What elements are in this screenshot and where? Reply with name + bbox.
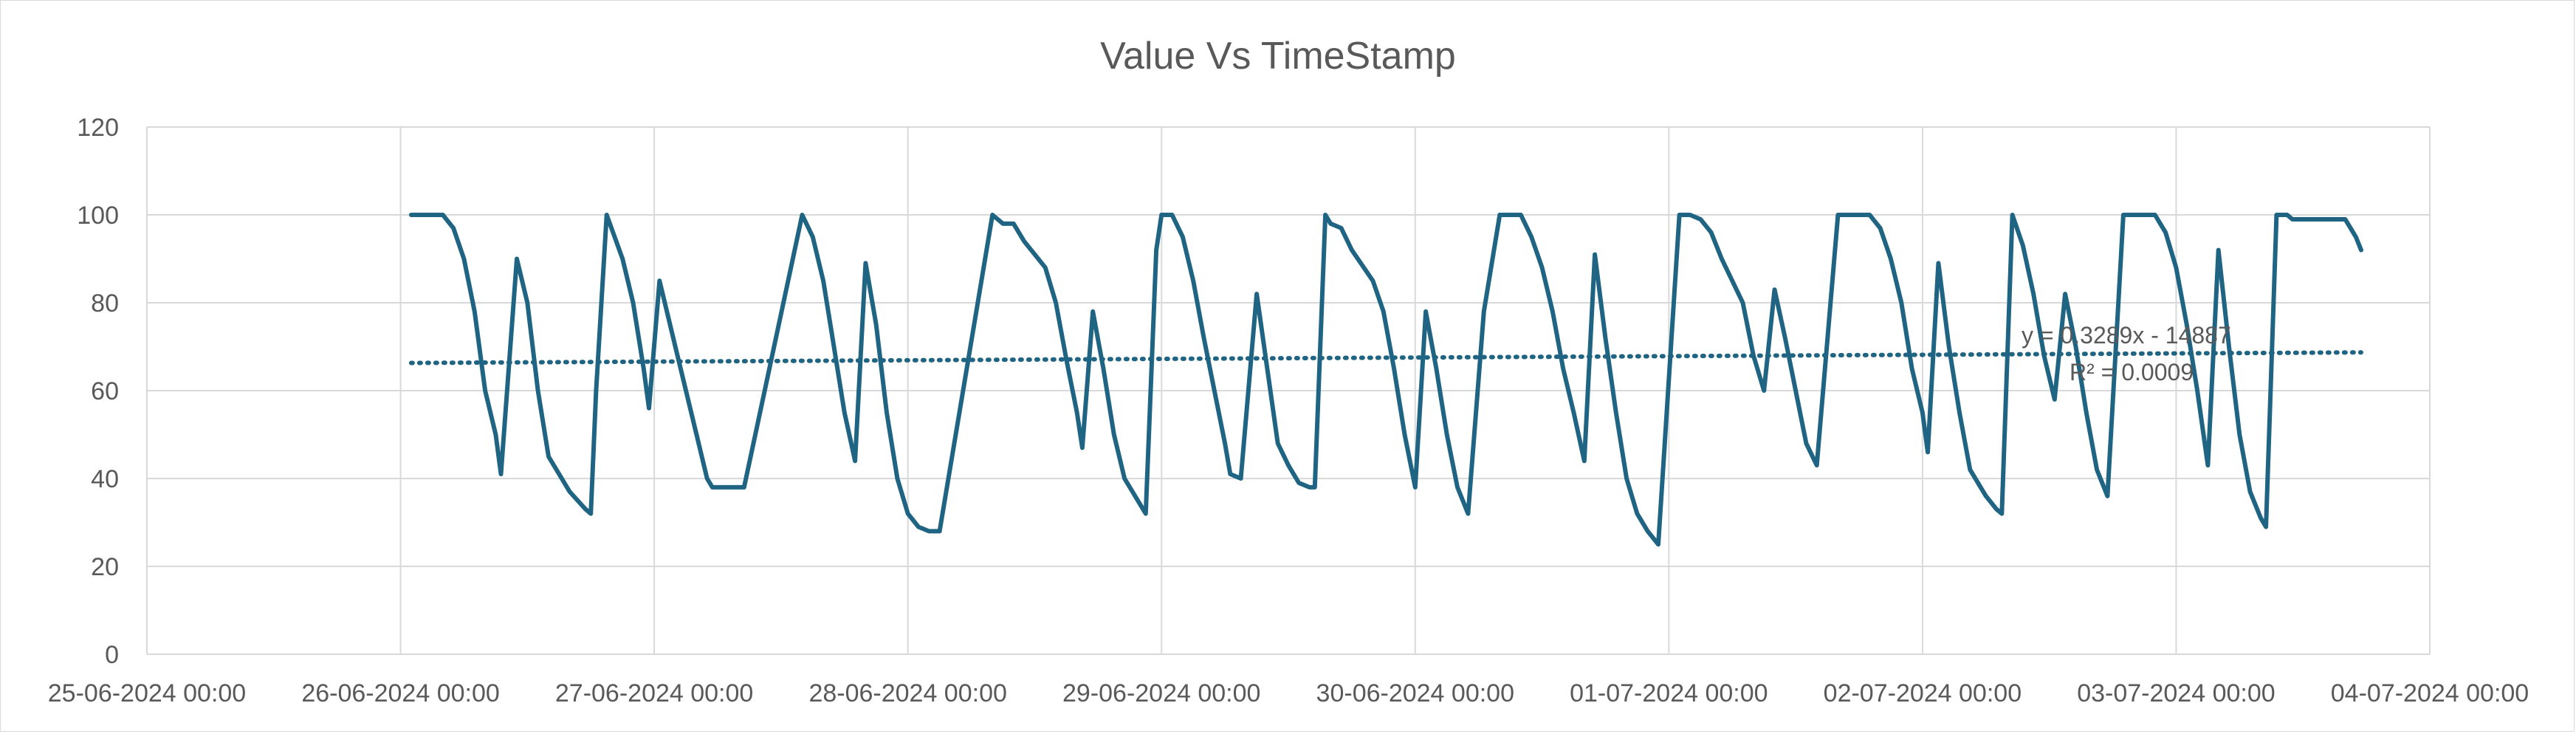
trendline-layer: y = 0.3289x - 14887 R² = 0.0009 xyxy=(408,322,2363,385)
y-tick-label: 20 xyxy=(91,553,119,581)
x-tick-labels: 25-06-2024 00:00 26-06-2024 00:00 27-06-20… xyxy=(48,679,2529,707)
series-layer xyxy=(408,213,2363,547)
grid-layer xyxy=(146,126,2431,655)
y-tick-label: 80 xyxy=(91,289,119,318)
trendline-equation: y = 0.3289x - 14887 xyxy=(2022,322,2231,349)
x-tick-label: 25-06-2024 00:00 xyxy=(48,679,246,707)
chart-title: Value Vs TimeStamp xyxy=(1100,35,1456,78)
y-tick-label: 40 xyxy=(91,465,119,493)
x-tick-label: 02-07-2024 00:00 xyxy=(1824,679,2022,707)
x-tick-label: 27-06-2024 00:00 xyxy=(555,679,753,707)
y-tick-label: 120 xyxy=(77,114,119,142)
y-tick-label: 60 xyxy=(91,377,119,405)
x-tick-label: 04-07-2024 00:00 xyxy=(2331,679,2529,707)
y-tick-label: 0 xyxy=(105,641,119,669)
x-tick-label: 30-06-2024 00:00 xyxy=(1316,679,1514,707)
trendline-r-squared: R² = 0.0009 xyxy=(2070,359,2194,385)
y-tick-label: 100 xyxy=(77,202,119,230)
x-tick-label: 26-06-2024 00:00 xyxy=(301,679,499,707)
trendline xyxy=(408,350,2363,366)
x-tick-label: 01-07-2024 00:00 xyxy=(1570,679,1768,707)
x-tick-label: 28-06-2024 00:00 xyxy=(808,679,1006,707)
y-tick-labels: 0 20 40 60 80 100 120 xyxy=(77,114,119,669)
x-tick-label: 03-07-2024 00:00 xyxy=(2077,679,2275,707)
x-tick-label: 29-06-2024 00:00 xyxy=(1062,679,1260,707)
series-line-1 xyxy=(408,213,2363,547)
